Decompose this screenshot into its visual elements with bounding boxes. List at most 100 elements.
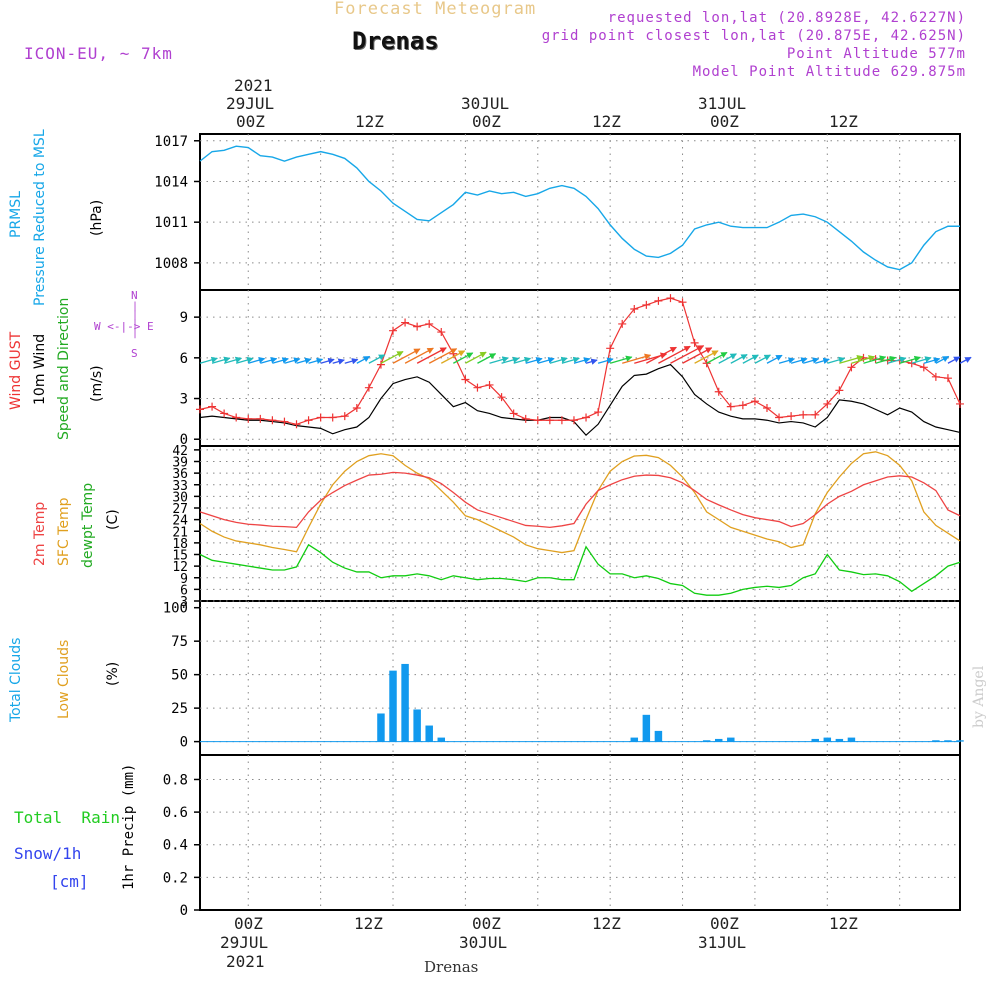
wind-direction-arrow bbox=[947, 356, 961, 364]
y-tick-label: 3 bbox=[180, 392, 188, 408]
wind-direction-arrow bbox=[802, 357, 820, 364]
wind-gust-marker bbox=[220, 409, 229, 418]
cloud-bar bbox=[630, 737, 639, 742]
top-tick-2: 12Z bbox=[355, 112, 384, 131]
top-date-1: 29JUL bbox=[226, 94, 275, 113]
wind-direction-arrow bbox=[718, 353, 737, 364]
wind-direction-arrow bbox=[839, 354, 864, 364]
wind-gust-marker bbox=[787, 412, 796, 421]
wind-unit: (m/s) bbox=[89, 365, 105, 402]
wind-direction-arrow bbox=[959, 356, 972, 364]
wind-direction-arrow bbox=[428, 348, 458, 364]
wind-gust-marker bbox=[907, 359, 916, 368]
cloud-bar bbox=[642, 714, 651, 742]
wind-direction-arrow bbox=[513, 356, 532, 364]
cloud-bar bbox=[932, 740, 940, 742]
y-tick-label: 24 bbox=[172, 514, 188, 529]
wind-gust-marker bbox=[244, 414, 253, 423]
y-tick-label: 1017 bbox=[154, 134, 188, 150]
temp-unit: (C) bbox=[105, 509, 121, 530]
wind-direction-arrow bbox=[549, 356, 568, 364]
wind-direction-arrow bbox=[670, 345, 705, 364]
wind-label-b: 10m Wind bbox=[32, 333, 48, 405]
wind-gust-marker bbox=[847, 363, 856, 372]
wind-direction-arrow bbox=[766, 354, 783, 364]
wind-gust-marker bbox=[762, 404, 771, 413]
cloud-bar bbox=[377, 713, 385, 742]
wind-gust-marker bbox=[413, 322, 422, 331]
wind-direction-arrow bbox=[561, 356, 580, 364]
top-tick-4: 12Z bbox=[592, 112, 621, 131]
wind-direction-arrow bbox=[236, 356, 254, 364]
wind-direction-arrow bbox=[392, 348, 421, 364]
wind-direction-arrow bbox=[863, 355, 887, 364]
bottom-date-2: 30JUL bbox=[459, 933, 508, 952]
temp-label-a: 2m Temp bbox=[32, 501, 48, 566]
wind-gust-marker bbox=[340, 412, 349, 421]
temp-label-c: dewpt Temp bbox=[80, 482, 96, 568]
wind-gust-marker bbox=[268, 416, 277, 425]
cloud-bar bbox=[425, 725, 433, 742]
cloud-bar bbox=[389, 670, 397, 742]
wind-gust-marker bbox=[823, 399, 832, 408]
wind-gust-marker bbox=[799, 410, 808, 419]
wind-gust-marker bbox=[473, 383, 482, 392]
wind-gust-marker bbox=[931, 372, 940, 381]
cloud-bar bbox=[437, 737, 446, 742]
y-tick-label: 9 bbox=[180, 310, 188, 326]
wind-gust-marker bbox=[690, 338, 699, 347]
wind-gust-marker bbox=[376, 360, 385, 369]
wind-gust-marker bbox=[509, 409, 518, 418]
bottom-tick-5: 00Z bbox=[710, 914, 739, 933]
wind-direction-arrow bbox=[537, 357, 555, 364]
wind-gust-marker bbox=[364, 383, 373, 392]
wind-gust-marker bbox=[738, 401, 747, 410]
y-tick-label: 33 bbox=[172, 479, 188, 494]
wind-direction-arrow bbox=[742, 354, 759, 364]
wind-direction-arrow bbox=[320, 357, 335, 365]
wind-direction-arrow bbox=[923, 357, 941, 364]
bottom-date-3: 31JUL bbox=[698, 933, 747, 952]
wind-direction-arrow bbox=[380, 350, 404, 364]
wind-direction-arrow bbox=[489, 356, 509, 364]
grid-point-coords: grid point closest lon,lat (20.875E, 42.… bbox=[541, 28, 966, 44]
credit-label: by Angel bbox=[971, 665, 987, 728]
panel-frame-precip bbox=[199, 754, 961, 911]
top-date-3: 31JUL bbox=[698, 94, 747, 113]
wind-gust-marker bbox=[714, 387, 723, 396]
requested-coords: requested lon,lat (20.8928E, 42.6227N) bbox=[607, 10, 966, 26]
wind-gust-marker bbox=[437, 328, 446, 337]
wind-gust-marker bbox=[232, 413, 241, 422]
wind-gust-marker bbox=[280, 417, 289, 426]
wind-gust-line bbox=[199, 297, 961, 425]
cloud-unit: (%) bbox=[105, 661, 121, 686]
wind-gust-marker bbox=[618, 319, 627, 328]
wind-gust-marker bbox=[545, 416, 554, 425]
wind-direction-arrow bbox=[706, 351, 728, 364]
wind-direction-arrow bbox=[308, 357, 324, 364]
wind-gust-marker bbox=[630, 304, 639, 313]
wind-gust-marker bbox=[425, 319, 434, 328]
y-tick-label: 100 bbox=[163, 601, 188, 617]
wind-gust-marker bbox=[497, 393, 506, 402]
cloud-bar bbox=[413, 709, 421, 742]
wind-gust-marker bbox=[401, 318, 410, 327]
y-tick-label: 50 bbox=[171, 668, 188, 684]
wind-gust-marker bbox=[256, 414, 265, 423]
wind-direction-arrow bbox=[730, 353, 748, 364]
bottom-tick-6: 12Z bbox=[829, 914, 858, 933]
wind-direction-arrow bbox=[911, 356, 932, 364]
cloud-bar bbox=[727, 737, 735, 742]
y-tick-label: 6 bbox=[180, 351, 188, 367]
wind-direction-arrow bbox=[248, 357, 266, 364]
y-tick-label: 15 bbox=[172, 549, 188, 564]
temp-label-b: SFC Temp bbox=[56, 497, 72, 566]
cloud-label-b: Low Clouds bbox=[56, 639, 72, 719]
wind-direction-arrow bbox=[272, 357, 289, 364]
wind-direction-arrow bbox=[465, 351, 487, 364]
y-tick-label: 0.2 bbox=[163, 870, 188, 886]
precip-label-rain: Total Rain bbox=[14, 808, 120, 827]
cloud-bar bbox=[835, 738, 844, 742]
panel-frame-pressure bbox=[199, 133, 961, 291]
